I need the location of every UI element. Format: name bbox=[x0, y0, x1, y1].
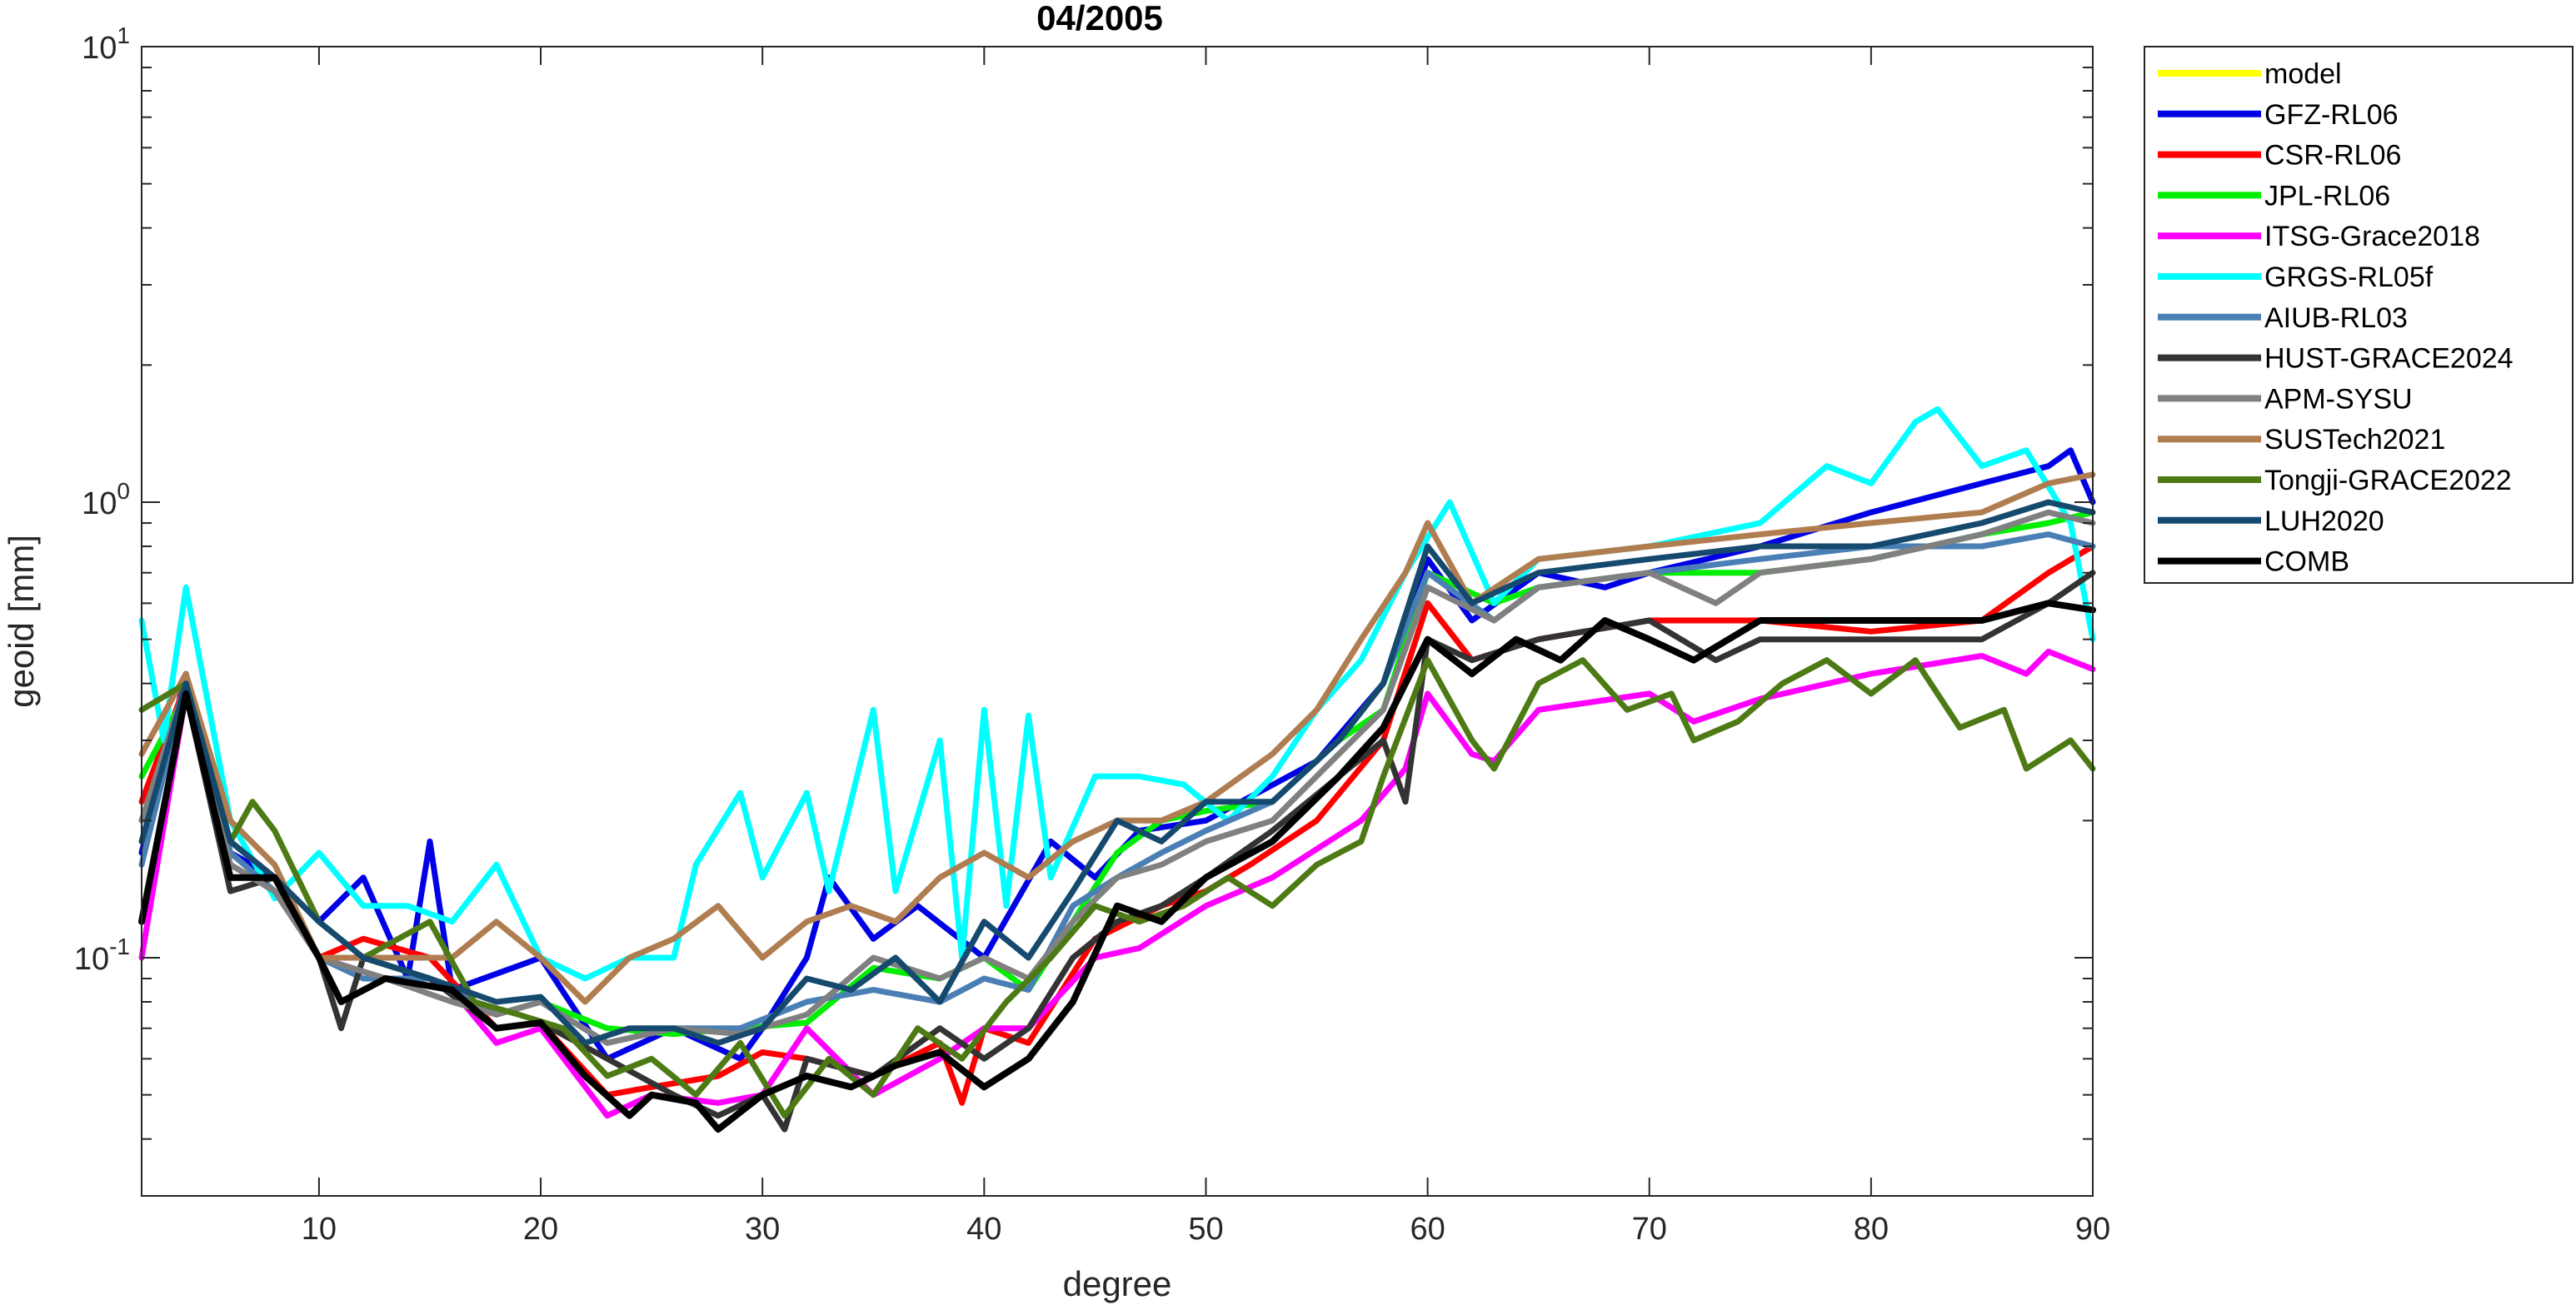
x-axis-label: degree bbox=[1063, 1264, 1172, 1303]
legend-label: COMB bbox=[2264, 546, 2349, 578]
series-line-grgs-rl05f bbox=[138, 406, 2096, 982]
legend-label: JPL-RL06 bbox=[2264, 180, 2390, 212]
plot-frame bbox=[141, 46, 2094, 1197]
legend-label: CSR-RL06 bbox=[2264, 140, 2401, 172]
series-layer bbox=[138, 406, 2096, 1133]
x-tick-label: 90 bbox=[2075, 1212, 2110, 1247]
series-line-luh2020 bbox=[138, 499, 2096, 1046]
x-tick-label: 20 bbox=[523, 1212, 558, 1247]
legend-label: LUH2020 bbox=[2264, 506, 2384, 537]
x-tick-label: 70 bbox=[1632, 1212, 1667, 1247]
x-tick-label: 40 bbox=[966, 1212, 1001, 1247]
x-tick-label: 50 bbox=[1188, 1212, 1223, 1247]
y-axis-label: geoid [mm] bbox=[2, 535, 41, 708]
x-tick-label: 60 bbox=[1410, 1212, 1445, 1247]
legend-label: ITSG-Grace2018 bbox=[2264, 221, 2480, 252]
series-line-comb bbox=[138, 600, 2096, 1133]
legend-label: GRGS-RL05f bbox=[2264, 261, 2434, 293]
chart-title: 04/2005 bbox=[1036, 0, 1163, 37]
legend-label: GFZ-RL06 bbox=[2264, 99, 2399, 131]
y-tick-label: 101 bbox=[82, 22, 130, 66]
y-tick-label: 10-1 bbox=[74, 934, 130, 977]
series-line-apm-sysu bbox=[138, 509, 2096, 1046]
legend: model GFZ-RL06 CSR-RL06 JPL-RL06 ITSG-Grace2… bbox=[2158, 58, 2514, 578]
legend-label: SUSTech2021 bbox=[2264, 424, 2445, 456]
legend-label: HUST-GRACE2024 bbox=[2264, 343, 2514, 375]
y-axis: 10-1 100 101 bbox=[74, 22, 2093, 1197]
y-tick-label: 100 bbox=[82, 478, 130, 521]
legend-label: AIUB-RL03 bbox=[2264, 302, 2408, 334]
legend-label: model bbox=[2264, 58, 2342, 90]
legend-label: APM-SYSU bbox=[2264, 383, 2413, 415]
x-tick-label: 10 bbox=[302, 1212, 337, 1247]
x-axis: 10 20 30 40 50 60 70 80 90 bbox=[302, 47, 2110, 1247]
x-tick-label: 30 bbox=[745, 1212, 780, 1247]
x-tick-label: 80 bbox=[1854, 1212, 1889, 1247]
legend-label: Tongji-GRACE2022 bbox=[2264, 465, 2512, 496]
